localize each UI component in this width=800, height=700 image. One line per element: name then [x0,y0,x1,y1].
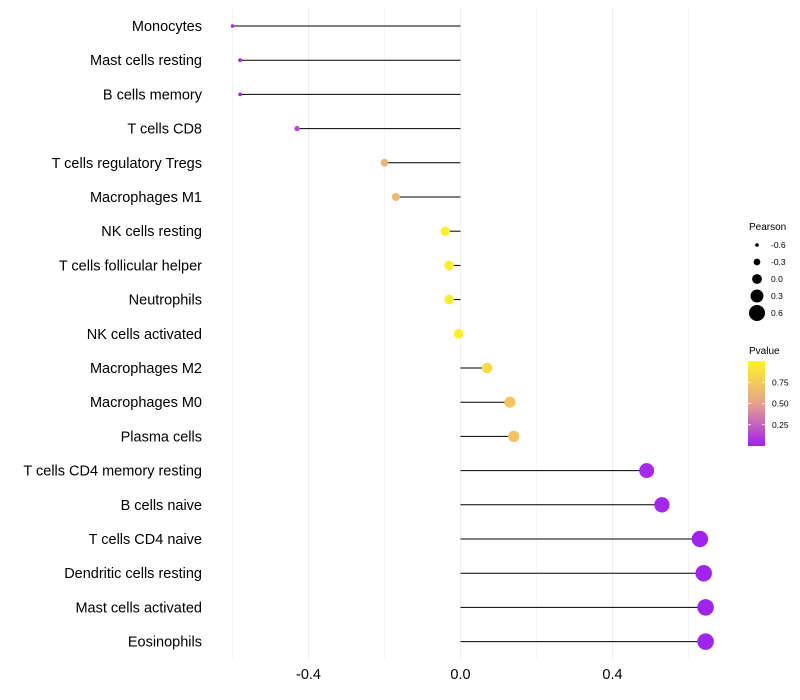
pearson-legend-key [755,243,759,247]
y-axis-label: T cells CD8 [127,122,202,138]
y-axis-label: Dendritic cells resting [64,566,202,582]
y-axis-label: Macrophages M0 [90,395,202,411]
pvalue-legend-label: 0.50 [772,399,789,409]
pearson-legend-title: Pearson [749,222,786,233]
lollipop-point [294,125,300,132]
pearson-legend-key [750,289,764,303]
pearson-legend-key [753,258,761,266]
y-axis-label: Macrophages M2 [90,361,202,377]
y-axis-label: Neutrophils [129,293,202,309]
lollipop-point [691,530,709,548]
pearson-size-legend: Pearson -0.6 -0.3 0.0 0.3 0.6 [748,222,786,322]
y-axis-label: NK cells resting [101,224,202,240]
lollipop-point [508,430,520,443]
y-axis-label: T cells regulatory Tregs [52,156,202,172]
lollipop-point [391,192,400,202]
lollipop-point [697,633,714,650]
pvalue-legend-title: Pvalue [749,346,780,357]
y-axis-label: T cells CD4 naive [89,532,202,548]
y-axis-label: B cells naive [121,498,202,514]
lollipop-point [440,226,451,236]
point-layer [230,24,714,650]
lollipop-point [697,599,714,616]
pvalue-color-legend: Pvalue 0.75 0.50 0.25 [748,346,789,446]
lollipop-point [695,564,712,582]
lollipop-point [453,328,464,339]
lollipop-point [238,58,243,63]
pearson-legend-label: 0.3 [771,291,783,301]
pvalue-colorbar [748,361,765,446]
lollipop-point [238,92,243,97]
pvalue-legend-label: 0.25 [772,420,789,430]
y-axis-label: Macrophages M1 [90,190,202,206]
x-tick-label: -0.4 [296,667,321,683]
x-tick-label: 0.0 [450,667,470,683]
segment-layer [232,25,706,643]
x-axis-ticks: -0.4 0.0 0.4 [296,667,623,683]
y-axis-label: Monocytes [132,19,202,35]
y-axis-label: T cells follicular helper [59,258,202,274]
lollipop-point [444,260,454,271]
pearson-legend-key [748,304,766,322]
lollipop-point [504,396,516,408]
x-tick-label: 0.4 [602,667,622,683]
y-axis-label: Mast cells activated [75,600,202,616]
lollipop-point [481,362,493,374]
grid-layer [232,8,689,660]
pvalue-legend-label: 0.75 [772,377,789,387]
y-axis-label: B cells memory [103,87,203,103]
lollipop-point [230,24,235,28]
pearson-legend-key [752,274,762,284]
y-axis-label: NK cells activated [87,327,202,343]
y-axis-labels: Monocytes Mast cells resting B cells memor… [23,19,202,651]
lollipop-point [444,294,454,305]
y-axis-label: T cells CD4 memory resting [23,464,202,480]
lollipop-point [639,463,655,479]
lollipop-point [380,158,389,167]
pearson-legend-label: -0.3 [771,257,786,267]
y-axis-label: Eosinophils [128,635,202,651]
y-axis-label: Plasma cells [121,429,202,445]
pearson-legend-label: 0.6 [771,308,783,318]
y-axis-label: Mast cells resting [90,53,202,69]
pearson-legend-label: 0.0 [771,274,783,284]
lollipop-point [654,497,670,513]
pearson-legend-label: -0.6 [771,240,786,250]
